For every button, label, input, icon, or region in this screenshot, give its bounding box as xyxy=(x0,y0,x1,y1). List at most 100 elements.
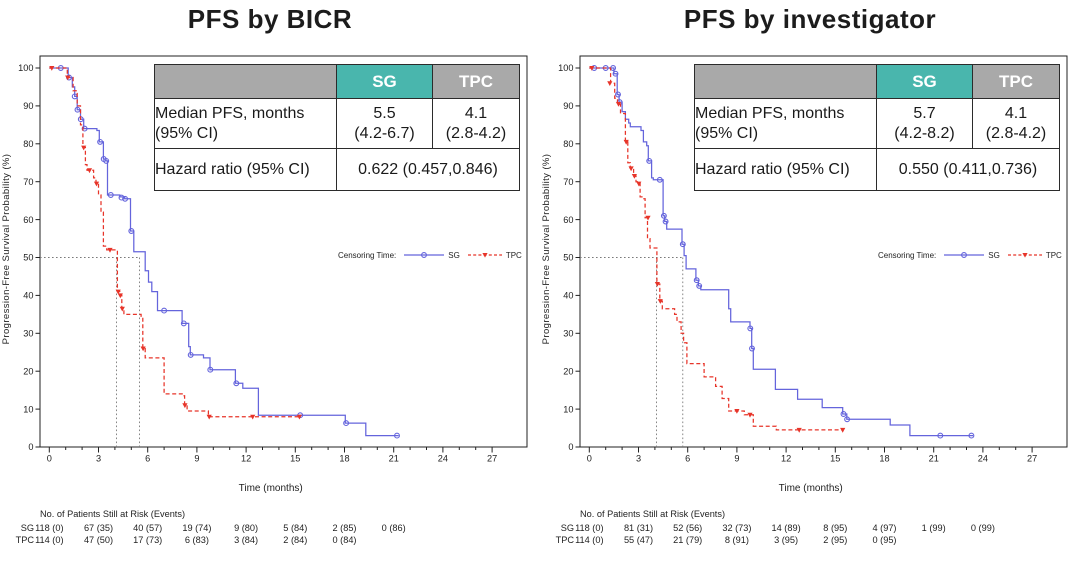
median-tpc-ci: (2.8-4.2) xyxy=(985,124,1047,142)
risk-count: 14 (89) xyxy=(771,523,801,533)
y-tick-label: 80 xyxy=(563,139,573,149)
median-reference-lines xyxy=(580,257,684,447)
censor-marker-circle xyxy=(749,345,755,352)
censor-marker-triangle xyxy=(840,427,846,433)
censor-marker-triangle xyxy=(296,414,302,420)
stats-header-sg-cell: SG xyxy=(336,64,433,99)
median-label-cell: Median PFS, months (95% CI) xyxy=(694,98,877,149)
y-axis: 0 10 20 30 40 50 60 70 80 90 100 xyxy=(18,63,40,452)
y-tick-label: 0 xyxy=(28,442,33,452)
legend-bicr: Censoring Time: SG TPC xyxy=(338,248,522,262)
x-tick-label: 6 xyxy=(145,454,150,464)
censor-marker-triangle xyxy=(93,181,100,187)
risk-count: 4 (97) xyxy=(872,523,897,533)
censor-marker-triangle xyxy=(81,145,87,151)
risk-row-sg: SG 118 (0) 81 (31) 52 (56) 32 (73) 14 (89) 8 … xyxy=(540,523,1080,535)
median-tpc-value: 4.1 xyxy=(1004,104,1028,122)
panel-pfs-investigator: PFS by investigator 0 10 20 30 40 50 60 70 80 90 1… xyxy=(540,0,1080,579)
median-label-line1: Median PFS, months xyxy=(695,104,845,122)
x-tick-label: 15 xyxy=(830,454,840,464)
y-tick-label: 0 xyxy=(568,442,573,452)
median-tpc-value: 4.1 xyxy=(464,104,488,122)
censor-marker-triangle xyxy=(49,66,55,71)
y-axis-label: Progression-Free Survival Probability (%… xyxy=(1,154,12,345)
censor-marker-triangle xyxy=(140,346,146,352)
censor-marker-circle xyxy=(615,91,621,98)
tpc-survival-curve xyxy=(49,67,301,418)
censor-marker-triangle xyxy=(117,293,123,299)
censor-marker-triangle xyxy=(206,414,212,420)
risk-count: 21 (79) xyxy=(673,535,703,545)
chart-area-investigator: 0 10 20 30 40 50 60 70 80 90 100 0 3 6 9 12 15 18 21 24 27 Ti… xyxy=(540,44,1080,579)
y-tick-label: 40 xyxy=(23,291,33,301)
censor-marker-circle xyxy=(646,157,653,164)
stats-table-bicr: SG TPC Median PFS, months (95% CI) 5.5 (… xyxy=(154,64,520,191)
y-tick-label: 20 xyxy=(23,366,33,376)
hazard-label-cell: Hazard ratio (95% CI) xyxy=(694,148,877,191)
stats-hazard-row: Hazard ratio (95% CI) 0.622 (0.457,0.846… xyxy=(154,148,520,191)
hazard-value-cell: 0.622 (0.457,0.846) xyxy=(336,148,520,191)
censor-marker-circle xyxy=(840,411,847,417)
risk-count: 2 (95) xyxy=(823,535,848,545)
y-tick-label: 40 xyxy=(563,291,573,301)
risk-row-tpc: TPC 114 (0) 47 (50) 17 (73) 6 (83) 3 (84) 2 (… xyxy=(0,535,540,547)
legend-tpc-triangle xyxy=(482,253,488,258)
y-tick-label: 70 xyxy=(563,177,573,187)
censor-marker-triangle xyxy=(589,66,595,71)
censor-marker-circle xyxy=(97,138,104,145)
risk-count: 118 (0) xyxy=(35,523,64,533)
x-axis: 0 3 6 9 12 15 18 21 24 27 xyxy=(587,447,1037,464)
risk-count: 0 (99) xyxy=(970,523,995,533)
median-sg-cell: 5.5 (4.2-6.7) xyxy=(336,98,433,149)
risk-count: 32 (73) xyxy=(722,523,752,533)
y-tick-label: 50 xyxy=(563,253,573,263)
risk-count: 3 (84) xyxy=(234,535,259,545)
median-sg-ci: (4.2-6.7) xyxy=(354,124,415,142)
censor-marker-circle xyxy=(122,195,129,202)
stats-table-investigator: SG TPC Median PFS, months (95% CI) 5.7 (… xyxy=(694,64,1060,191)
x-tick-label: 27 xyxy=(1027,454,1037,464)
censor-marker-triangle xyxy=(654,282,660,287)
risk-count: 0 (95) xyxy=(872,535,897,545)
y-tick-label: 50 xyxy=(23,253,33,263)
legend-tpc-text: TPC xyxy=(505,250,522,260)
y-tick-label: 70 xyxy=(23,177,33,187)
y-tick-label: 30 xyxy=(23,329,33,339)
censor-marker-circle xyxy=(187,351,194,358)
y-tick-label: 100 xyxy=(558,63,573,73)
legend-tpc-triangle xyxy=(1022,253,1028,258)
legend-tpc-text: TPC xyxy=(1045,250,1062,260)
stats-median-row: Median PFS, months (95% CI) 5.5 (4.2-6.7… xyxy=(154,98,520,149)
chart-area-bicr: 0 10 20 30 40 50 60 70 80 90 100 0 3 6 9 12 15 18 21 24 27 Ti… xyxy=(0,44,540,579)
censor-marker-triangle xyxy=(796,427,802,433)
censor-marker-circle xyxy=(747,325,754,332)
risk-row-name: TPC xyxy=(555,535,574,545)
censor-marker-triangle xyxy=(65,75,71,81)
risk-table-title: No. of Patients Still at Risk (Events) xyxy=(580,509,726,519)
stats-hazard-row: Hazard ratio (95% CI) 0.550 (0.411,0.736… xyxy=(694,148,1060,191)
y-tick-label: 90 xyxy=(563,101,573,111)
tpc-survival-curve xyxy=(589,67,844,431)
legend-label: Censoring Time: xyxy=(878,250,937,260)
y-tick-label: 20 xyxy=(563,366,573,376)
risk-row-name: TPC xyxy=(15,535,34,545)
stats-header-blank-cell xyxy=(694,64,877,99)
y-tick-label: 30 xyxy=(563,329,573,339)
legend-entry-tpc: TPC xyxy=(467,250,522,260)
x-tick-label: 9 xyxy=(734,454,739,464)
censor-marker-circle xyxy=(161,307,168,314)
risk-count: 0 (86) xyxy=(381,523,406,533)
censor-marker-circle xyxy=(937,432,944,439)
legend-sg-circle xyxy=(421,252,428,258)
x-tick-label: 18 xyxy=(879,454,889,464)
x-tick-label: 27 xyxy=(487,454,497,464)
risk-count: 40 (57) xyxy=(133,523,163,533)
km-plot-investigator: 0 10 20 30 40 50 60 70 80 90 100 0 3 6 9 12 15 18 21 24 27 Ti… xyxy=(541,55,1068,494)
censor-marker-circle xyxy=(679,241,686,248)
hazard-label-cell: Hazard ratio (95% CI) xyxy=(154,148,337,191)
x-tick-label: 15 xyxy=(290,454,300,464)
censor-marker-circle xyxy=(612,70,619,77)
x-tick-label: 0 xyxy=(587,454,592,464)
x-tick-label: 12 xyxy=(241,454,251,464)
median-tpc-cell: 4.1 (2.8-4.2) xyxy=(972,98,1060,149)
